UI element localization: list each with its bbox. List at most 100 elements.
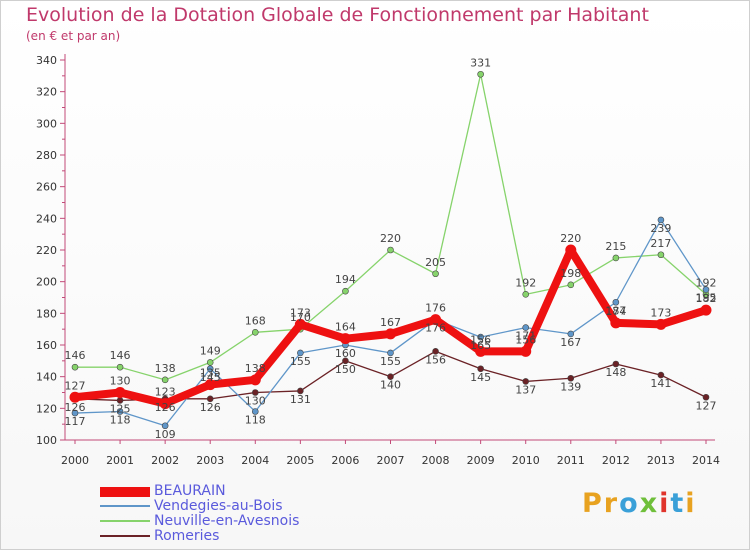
data-label: 155 — [380, 355, 401, 368]
data-label: 198 — [560, 267, 581, 280]
data-point — [342, 287, 349, 295]
data-label: 205 — [425, 256, 446, 269]
x-tick-label: 2014 — [692, 454, 720, 467]
data-label: 156 — [470, 333, 491, 346]
data-label: 176 — [425, 322, 446, 335]
data-label: 239 — [650, 222, 671, 235]
data-point — [612, 360, 620, 368]
y-tick-label: 340 — [36, 54, 57, 67]
data-label: 220 — [380, 232, 401, 245]
data-label: 331 — [470, 56, 491, 69]
x-tick-label: 2011 — [557, 454, 585, 467]
data-point — [567, 330, 575, 338]
x-tick-label: 2000 — [61, 454, 89, 467]
y-tick-label: 180 — [36, 307, 57, 320]
logo-letter-r: r — [603, 488, 620, 519]
x-tick-label: 2005 — [286, 454, 314, 467]
data-label: 160 — [335, 347, 356, 360]
data-label: 131 — [290, 393, 311, 406]
y-tick-label: 160 — [36, 339, 57, 352]
data-label: 155 — [290, 355, 311, 368]
data-point — [116, 408, 124, 415]
data-point — [71, 363, 79, 371]
chart-title: Evolution de la Dotation Globale de Fonc… — [26, 4, 649, 26]
y-tick-label: 220 — [36, 244, 57, 257]
legend-swatch-vendegies — [100, 505, 150, 507]
legend-swatch-beaurain — [100, 487, 150, 497]
x-tick-label: 2007 — [377, 454, 405, 467]
data-point — [297, 387, 304, 395]
data-point — [657, 371, 665, 379]
data-point — [116, 363, 124, 371]
data-label: 173 — [290, 306, 311, 319]
data-point — [339, 333, 351, 345]
legend-label-romeries: Romeries — [154, 528, 220, 544]
data-point — [206, 395, 214, 403]
y-tick-label: 240 — [36, 212, 57, 225]
legend-item-romeries: Romeries — [100, 529, 430, 544]
data-point — [204, 379, 216, 391]
data-point — [657, 251, 665, 259]
data-label: 194 — [335, 273, 356, 286]
data-label: 173 — [650, 306, 671, 319]
data-point — [206, 359, 214, 366]
data-label: 138 — [245, 362, 266, 375]
data-point — [432, 270, 439, 278]
data-point — [522, 291, 530, 298]
data-point — [432, 348, 439, 355]
data-point — [161, 376, 169, 384]
data-point — [657, 216, 665, 224]
data-point — [475, 345, 487, 357]
data-label: 149 — [200, 344, 221, 357]
x-tick-label: 2009 — [467, 454, 495, 467]
data-label: 126 — [200, 401, 221, 414]
y-tick-label: 120 — [36, 402, 57, 415]
data-label: 215 — [605, 240, 626, 253]
data-point — [612, 298, 620, 306]
y-tick-label: 200 — [36, 276, 57, 289]
data-label: 168 — [245, 314, 266, 327]
y-tick-label: 280 — [36, 149, 57, 162]
data-label: 167 — [380, 316, 401, 329]
data-label: 150 — [335, 363, 356, 376]
data-point — [702, 286, 710, 293]
data-point — [297, 349, 304, 357]
data-point — [522, 324, 530, 331]
logo-letter-p: P — [582, 488, 604, 519]
legend-label-vendegies: Vendegies-au-Bois — [154, 498, 283, 514]
data-label: 138 — [155, 362, 176, 375]
data-point — [430, 314, 442, 326]
data-label: 137 — [515, 383, 536, 396]
x-tick-label: 2013 — [647, 454, 675, 467]
data-point — [567, 281, 575, 289]
data-label: 195 — [696, 292, 717, 305]
data-label: 156 — [425, 353, 446, 366]
data-point — [387, 246, 394, 254]
data-label: 165 — [470, 339, 491, 352]
data-point — [69, 391, 81, 403]
data-point — [520, 345, 532, 357]
data-label: 145 — [470, 371, 491, 384]
data-point — [114, 387, 126, 398]
x-tick-label: 2002 — [151, 454, 179, 467]
data-label: 130 — [110, 375, 131, 388]
logo-letter-i1: i — [659, 488, 671, 519]
line-chart: 100 120 140 160 180 200 220 240 260 280 300 320 340 2… — [36, 54, 720, 467]
x-tick-label: 2010 — [512, 454, 540, 467]
data-label: 182 — [696, 292, 717, 305]
data-point — [387, 349, 394, 357]
x-tick-label: 2008 — [422, 454, 450, 467]
x-tick-label: 2004 — [241, 454, 269, 467]
data-label: 217 — [650, 237, 671, 250]
data-point — [612, 254, 620, 262]
data-label: 174 — [605, 305, 626, 318]
data-label: 127 — [696, 399, 717, 412]
logo-letter-o: o — [619, 488, 640, 519]
data-label: 125 — [110, 402, 131, 415]
data-point — [477, 333, 484, 341]
data-point — [342, 357, 349, 365]
data-label: 118 — [110, 414, 131, 427]
data-label: 126 — [155, 401, 176, 414]
legend-item-beaurain: BEAURAIN — [100, 484, 430, 499]
